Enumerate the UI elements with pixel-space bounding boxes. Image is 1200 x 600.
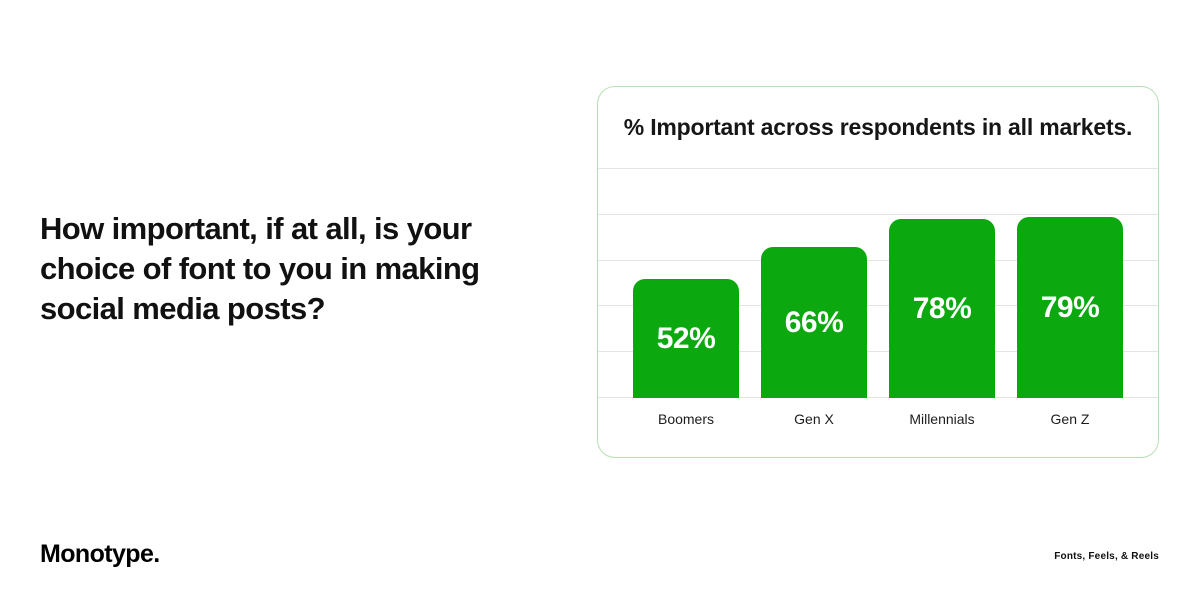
chart-card: % Important across respondents in all ma… xyxy=(597,86,1159,458)
bar-boomers: 52% xyxy=(633,279,739,398)
x-axis-labels: Boomers Gen X Millennials Gen Z xyxy=(622,398,1134,427)
x-axis-label-millennials: Millennials xyxy=(909,411,975,427)
gridline xyxy=(598,214,1158,215)
bar-value-label-boomers: 52% xyxy=(656,321,716,355)
x-axis-label-gen-z: Gen Z xyxy=(1050,411,1090,427)
bar-column-gen-z: 79% xyxy=(1006,168,1134,398)
x-axis-label-gen-x: Gen X xyxy=(794,411,834,427)
plot-area: 52% 66% 78% 79% xyxy=(598,168,1158,398)
chart-title: % Important across respondents in all ma… xyxy=(623,114,1133,140)
question-text: How important, if at all, is your choice… xyxy=(40,209,480,329)
gridline xyxy=(598,351,1158,352)
gridline xyxy=(598,260,1158,261)
monotype-logo: Monotype. xyxy=(40,540,160,568)
bar-value-label-millennials: 78% xyxy=(912,291,972,325)
bar-value-label-gen-x: 66% xyxy=(784,305,844,339)
bar-gen-z: 79% xyxy=(1017,217,1123,398)
bar-column-boomers: 52% xyxy=(622,168,750,398)
gridline xyxy=(598,168,1158,169)
gridline xyxy=(598,397,1158,398)
bar-value-label-gen-z: 79% xyxy=(1040,290,1100,324)
bar-millennials: 78% xyxy=(889,219,995,398)
question-line-1: How important, if at all, is your xyxy=(40,211,472,246)
bars-container: 52% 66% 78% 79% xyxy=(622,168,1134,398)
bar-gen-x: 66% xyxy=(761,247,867,398)
report-name-footnote: Fonts, Feels, & Reels xyxy=(1054,551,1159,562)
question-line-2: choice of font to you in making xyxy=(40,251,480,286)
bar-column-gen-x: 66% xyxy=(750,168,878,398)
x-axis-label-boomers: Boomers xyxy=(657,411,715,427)
bar-column-millennials: 78% xyxy=(878,168,1006,398)
question-line-3: social media posts? xyxy=(40,291,326,326)
gridline xyxy=(598,305,1158,306)
